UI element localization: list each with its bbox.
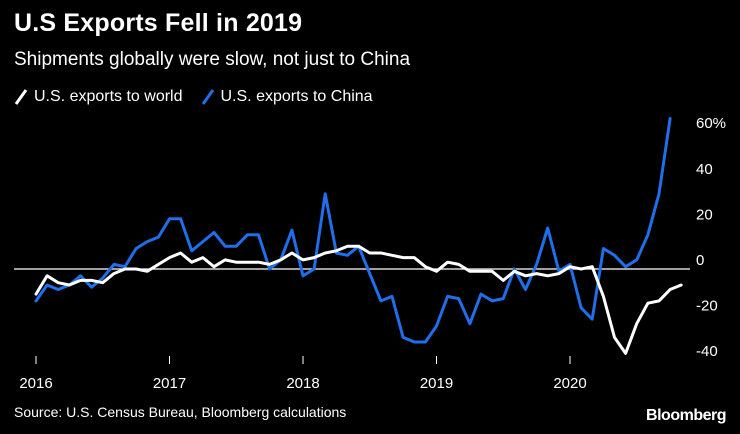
series-line-world <box>34 244 683 355</box>
x-tick-label: 2018 <box>286 375 319 392</box>
legend-item-world: U.S. exports to world <box>14 86 183 108</box>
legend-swatch-world-icon <box>14 89 28 105</box>
series-line-china <box>34 117 672 344</box>
plot-area <box>14 117 690 355</box>
legend-label-world: U.S. exports to world <box>34 88 183 105</box>
y-tick-label: -20 <box>696 298 718 315</box>
x-tick-label: 2019 <box>420 375 453 392</box>
legend-item-china: U.S. exports to China <box>201 86 373 108</box>
chart-legend: U.S. exports to world U.S. exports to Ch… <box>14 86 391 108</box>
y-tick-label: 60% <box>696 115 726 132</box>
chart-title: U.S Exports Fell in 2019 <box>14 9 303 37</box>
x-tick-label: 2020 <box>553 375 586 392</box>
y-tick-label: 40 <box>696 161 713 178</box>
x-axis: 2016 2017 2018 2019 2020 <box>19 356 587 392</box>
source-note: Source: U.S. Census Bureau, Bloomberg ca… <box>14 404 347 420</box>
y-tick-label: 20 <box>696 206 713 223</box>
y-axis: -40 -20 0 20 40 60% <box>696 115 726 360</box>
x-tick-label: 2016 <box>19 375 52 392</box>
bloomberg-logo: Bloomberg <box>646 407 726 424</box>
legend-swatch-china-icon <box>201 89 214 105</box>
x-tick-label: 2017 <box>153 375 186 392</box>
chart-subtitle: Shipments globally were slow, not just t… <box>14 49 411 70</box>
legend-label-china: U.S. exports to China <box>220 88 373 105</box>
y-tick-label: 0 <box>696 252 704 269</box>
y-tick-label: -40 <box>696 343 718 360</box>
